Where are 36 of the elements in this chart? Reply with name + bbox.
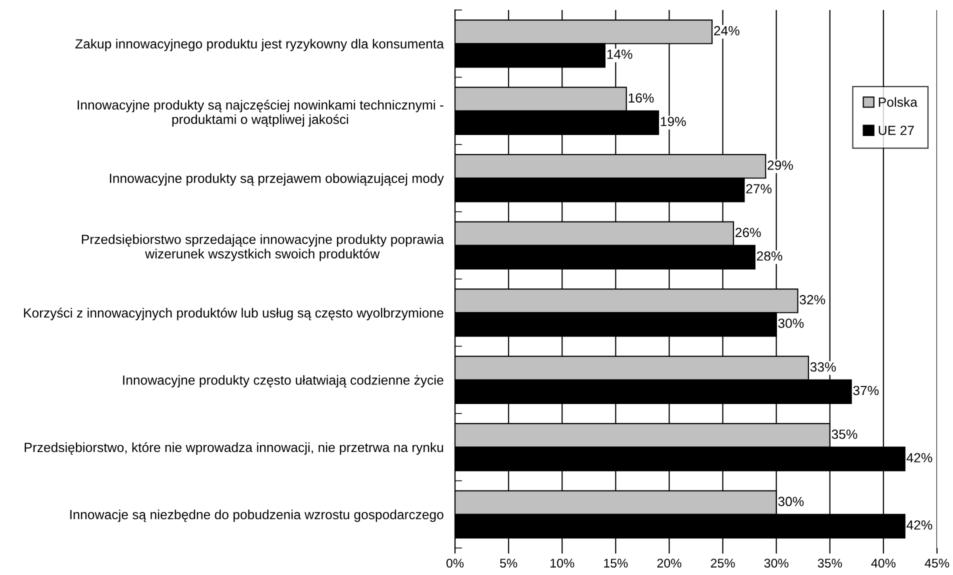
x-tick-label: 35% [818,558,842,568]
x-tick-label: 30% [764,558,788,568]
data-label: 28% [756,251,782,261]
x-tick-label: 0% [446,558,464,568]
data-label: 26% [736,228,761,238]
x-tick-label: 15% [604,558,628,568]
y-tick-label: Korzyści z innowacyjnych produktów lub usług są często wyolbrzymione [24,308,444,320]
x-tick-label: 20% [657,558,682,568]
x-tick-label: 40% [871,558,896,568]
x-tick-label: 45% [924,558,950,568]
data-label: 30% [778,318,804,328]
data-label: 27% [746,184,772,194]
y-tick-label: Zakup innowacyjnego produktu jest ryzykowny dla konsumenta [75,38,444,52]
legend-label: UE 27 [878,126,914,136]
data-label: 30% [778,496,804,506]
y-tick-label: Innowacyjne produkty są najczęściej nowinkami technicznymi - produktami o wątpliwej jakości [78,100,444,127]
data-label: 29% [768,160,793,170]
data-label: 42% [906,453,932,462]
data-label: 16% [628,93,654,103]
y-tick-label: Przedsiębiorstwo, które nie wprowadza innowacji, nie przetrwa na rynku [24,442,444,455]
data-label: 37% [853,386,879,396]
data-label: 32% [800,295,826,304]
data-label: 24% [714,26,740,36]
x-tick-label: 5% [500,558,518,568]
x-tick-label: 10% [550,558,574,568]
y-tick-label: Innowacyjne produkty często ułatwiają codzienne życie [123,375,444,388]
y-tick-label: Przedsiębiorstwo sprzedające innowacyjne produkty poprawia wizerunek wszystkich swoich produktów [82,234,444,262]
y-tick-label: Innowacje są niezbędne do pobudzenia wzrostu gospodarczego [70,510,444,522]
data-label: 19% [660,116,686,126]
x-tick-label: 25% [710,558,735,568]
data-label: 14% [607,50,632,59]
data-label: 35% [832,430,858,439]
data-label: 33% [810,362,836,372]
legend-label: Polska [878,97,918,107]
y-tick-label: Innowacyjne produkty są przejawem obowiązującej mody [110,173,444,186]
data-label: 42% [906,520,932,530]
